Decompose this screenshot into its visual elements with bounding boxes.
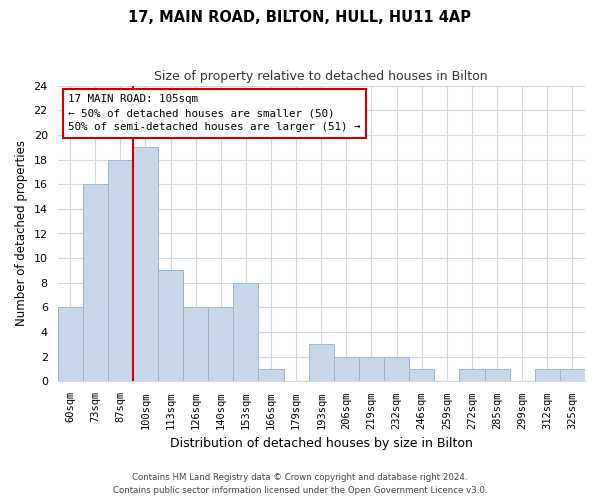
Text: 17 MAIN ROAD: 105sqm
← 50% of detached houses are smaller (50)
50% of semi-detac: 17 MAIN ROAD: 105sqm ← 50% of detached h… [68, 94, 361, 132]
Bar [460, 369, 485, 382]
Bar [309, 344, 334, 382]
Bar [359, 357, 384, 382]
Bar [58, 308, 83, 382]
Bar [409, 369, 434, 382]
Bar [259, 369, 284, 382]
Bar [384, 357, 409, 382]
Y-axis label: Number of detached properties: Number of detached properties [15, 140, 28, 326]
Bar [108, 160, 133, 382]
Bar [183, 308, 208, 382]
Title: Size of property relative to detached houses in Bilton: Size of property relative to detached ho… [154, 70, 488, 83]
Bar [208, 308, 233, 382]
Bar [334, 357, 359, 382]
Bar [233, 283, 259, 382]
Bar [83, 184, 108, 382]
X-axis label: Distribution of detached houses by size in Bilton: Distribution of detached houses by size … [170, 437, 473, 450]
Bar [158, 270, 183, 382]
Text: 17, MAIN ROAD, BILTON, HULL, HU11 4AP: 17, MAIN ROAD, BILTON, HULL, HU11 4AP [128, 10, 472, 25]
Text: Contains HM Land Registry data © Crown copyright and database right 2024.
Contai: Contains HM Land Registry data © Crown c… [113, 474, 487, 495]
Bar [485, 369, 509, 382]
Bar [535, 369, 560, 382]
Bar [560, 369, 585, 382]
Bar [133, 147, 158, 382]
